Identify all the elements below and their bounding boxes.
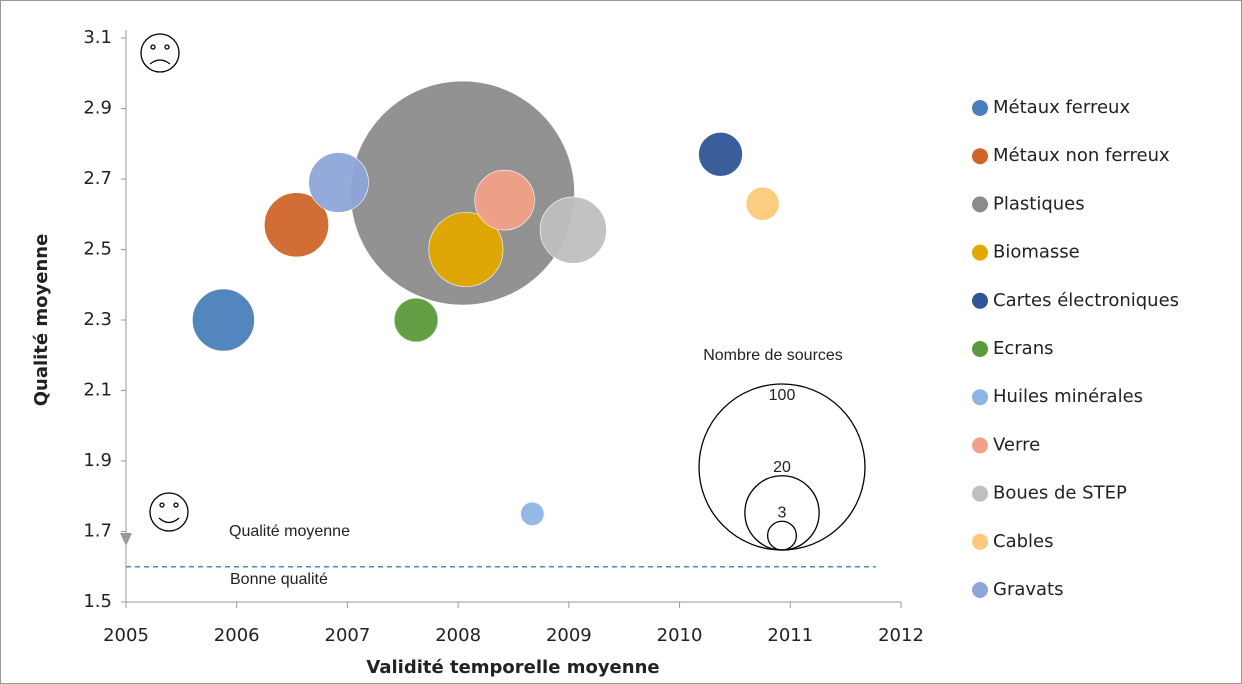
y-tick-label: 2.5 xyxy=(83,239,112,260)
y-axis-label: Qualité moyenne xyxy=(31,234,52,407)
legend-label: Ecrans xyxy=(993,338,1054,359)
bubble xyxy=(745,186,780,221)
y-tick-label: 1.7 xyxy=(83,521,112,542)
size-legend-label: 20 xyxy=(773,459,791,476)
legend-marker xyxy=(972,148,988,165)
legend-marker xyxy=(972,100,988,116)
legend-label: Métaux ferreux xyxy=(993,97,1130,118)
legend-label: Cables xyxy=(993,531,1053,552)
legend-marker xyxy=(972,196,988,213)
legend-marker xyxy=(972,341,988,357)
size-legend-label: 3 xyxy=(778,504,787,521)
legend-marker xyxy=(972,485,988,502)
legend-marker xyxy=(972,582,988,598)
legend-label: Huiles minérales xyxy=(993,386,1143,407)
bubble xyxy=(428,212,504,287)
happy-face xyxy=(149,492,189,532)
legend-marker xyxy=(972,533,988,550)
y-tick-label: 1.9 xyxy=(83,450,112,471)
x-tick-label: 2008 xyxy=(435,625,481,646)
legend-label: Boues de STEP xyxy=(993,483,1127,504)
y-tick-label: 1.5 xyxy=(83,591,112,612)
legend-label: Gravats xyxy=(993,579,1064,600)
x-tick-label: 2006 xyxy=(214,625,260,646)
legend-label: Verre xyxy=(993,434,1040,455)
legend-marker xyxy=(972,437,988,454)
bubble xyxy=(698,132,743,177)
annotation: Bonne qualité xyxy=(230,571,328,588)
size-legend-circle xyxy=(766,520,798,551)
x-axis-label: Validité temporelle moyenne xyxy=(366,657,659,678)
bubble xyxy=(539,196,607,264)
bubble xyxy=(393,297,439,343)
legend-label: Plastiques xyxy=(993,193,1085,214)
legend-label: Cartes électroniques xyxy=(993,290,1179,311)
sad-face xyxy=(140,33,180,73)
bubble xyxy=(520,501,545,526)
size-legend-label: 100 xyxy=(769,387,796,404)
legend-label: Biomasse xyxy=(993,242,1080,263)
arrow-head xyxy=(120,533,132,546)
legend-marker xyxy=(972,389,988,406)
y-tick-label: 2.9 xyxy=(83,98,112,119)
bubble xyxy=(264,192,329,258)
y-tick-label: 2.1 xyxy=(83,380,112,401)
bubble xyxy=(308,152,369,213)
x-tick-label: 2011 xyxy=(767,625,813,646)
x-tick-label: 2007 xyxy=(325,625,371,646)
size-legend-title: Nombre de sources xyxy=(703,347,843,364)
x-tick-label: 2012 xyxy=(878,625,924,646)
y-tick-label: 2.7 xyxy=(83,168,112,189)
legend-marker xyxy=(972,244,988,261)
y-tick-label: 3.1 xyxy=(83,27,112,48)
y-tick-label: 2.3 xyxy=(83,309,112,330)
x-tick-label: 2010 xyxy=(657,625,703,646)
bubble xyxy=(192,288,255,352)
bubble xyxy=(474,169,535,231)
x-tick-label: 2005 xyxy=(103,625,149,646)
x-tick-label: 2009 xyxy=(546,625,592,646)
annotation: Qualité moyenne xyxy=(229,523,350,540)
legend-marker xyxy=(972,292,988,309)
legend-label: Métaux non ferreux xyxy=(993,145,1170,166)
